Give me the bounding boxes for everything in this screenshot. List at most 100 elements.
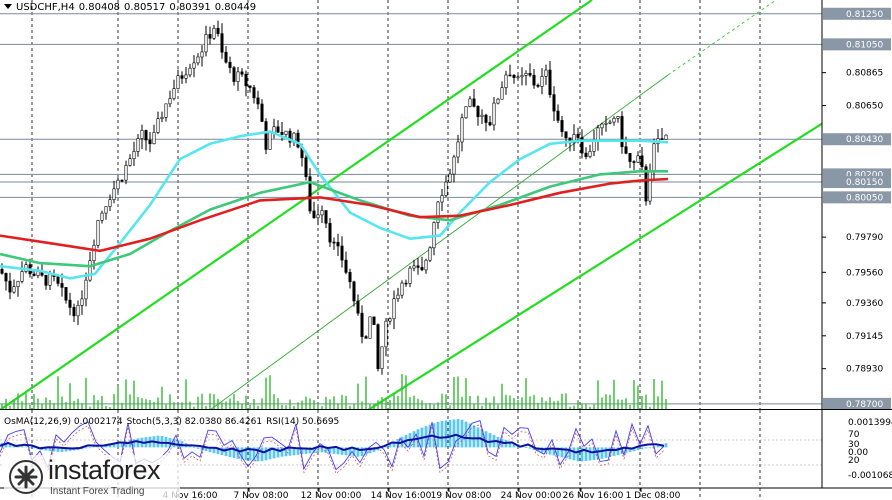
osma-bar (92, 446, 96, 448)
candle-body (280, 131, 284, 135)
osma-bar (592, 447, 596, 461)
osma-bar (132, 439, 136, 448)
candle-body (516, 76, 520, 79)
candle-body (308, 176, 312, 212)
osma-bar (556, 447, 560, 457)
candle-body (652, 143, 656, 173)
osma-bar (452, 419, 456, 448)
candle-body (140, 130, 144, 139)
indicator-tick-label: 30 (848, 440, 860, 450)
candle-body (256, 97, 260, 105)
candle-body (440, 195, 444, 203)
instaforex-logo: instaforex Instant Forex Trading (4, 455, 180, 500)
candle-body (632, 161, 636, 163)
price-chart[interactable]: 0.81250 0.81050 0.80865 0.80650 0.80430 0.802… (0, 0, 892, 410)
osma-bar (236, 447, 240, 459)
candle-body (352, 281, 356, 302)
candle-body (624, 146, 628, 154)
time-tick-label: 12 Nov 00:00 (301, 491, 362, 500)
osma-bar (192, 446, 196, 448)
time-tick-label: 7 Nov 08:00 (234, 491, 289, 500)
candle-body (504, 74, 508, 88)
candle-body (468, 98, 472, 107)
candle-body (408, 267, 412, 284)
osma-bar (576, 447, 580, 462)
candle-body (136, 138, 140, 152)
moving-average-line (0, 130, 669, 280)
rsi-label: RSI(14) 50.6695 (266, 417, 340, 427)
candle-body (236, 71, 240, 82)
price-axis-bg (822, 0, 892, 410)
osma-bar (648, 447, 652, 449)
candle-body (192, 62, 196, 69)
osma-bar (120, 442, 124, 448)
price-label-bg (823, 7, 891, 20)
rsi-line (0, 433, 665, 454)
osma-bar (332, 447, 336, 454)
candle-body (572, 134, 576, 144)
osma-bar (512, 442, 516, 448)
osma-bar (240, 447, 244, 460)
osma-bar (664, 443, 668, 448)
candle-body (240, 71, 244, 75)
osma-bar (48, 447, 52, 451)
candle-body (32, 273, 36, 276)
candle-body (244, 73, 248, 87)
osma-bar (108, 443, 112, 448)
osma-bar (288, 447, 292, 456)
channel-line (367, 78, 892, 410)
candle-body (248, 85, 252, 88)
osma-bar (384, 446, 388, 448)
candle-body (660, 138, 664, 140)
candle-body (456, 141, 460, 158)
osma-bar (204, 447, 208, 452)
candle-body (364, 336, 368, 339)
dropdown-icon[interactable] (4, 4, 12, 9)
candle-body (156, 118, 160, 133)
candle-body (196, 56, 200, 64)
candle-body (84, 279, 88, 300)
osma-bar (284, 447, 288, 457)
osma-bar (340, 447, 344, 455)
indicator-tick-label: 20 (848, 456, 860, 466)
osma-bar (528, 447, 532, 449)
osma-bar (308, 447, 312, 454)
osma-bar (124, 441, 128, 448)
candle-body (8, 280, 12, 293)
price-tick-label: 0.79790 (846, 233, 883, 243)
candle-body (404, 282, 408, 285)
candle-body (544, 69, 548, 77)
osma-bar (352, 447, 356, 457)
candle-body (16, 281, 20, 287)
osma-bar (8, 443, 12, 448)
osma-bar (292, 447, 296, 456)
candle-body (60, 283, 64, 288)
osma-bar (628, 447, 632, 453)
candle-body (232, 67, 236, 82)
osma-bar (328, 447, 332, 454)
candle-body (488, 122, 492, 126)
candle-body (164, 103, 168, 118)
osma-bar (52, 447, 56, 452)
moving-average-line (0, 177, 669, 253)
osma-bar (640, 447, 644, 450)
candle-body (640, 155, 644, 168)
open-value: 0.80408 (78, 2, 121, 13)
osma-bar (28, 447, 32, 449)
candle-body (36, 271, 40, 276)
osma-bar (392, 441, 396, 448)
candle-body (144, 130, 148, 141)
candle-body (88, 260, 92, 281)
osma-bar (256, 447, 260, 462)
candle-body (168, 98, 172, 105)
osma-bar (460, 419, 464, 448)
price-tick-label: 0.80650 (846, 102, 883, 112)
candle-body (72, 307, 76, 317)
candle-body (580, 137, 584, 154)
candle-body (288, 130, 292, 143)
candle-body (356, 300, 360, 314)
osma-bar (548, 447, 552, 455)
osma-bar (324, 447, 328, 453)
candle-body (608, 121, 612, 124)
